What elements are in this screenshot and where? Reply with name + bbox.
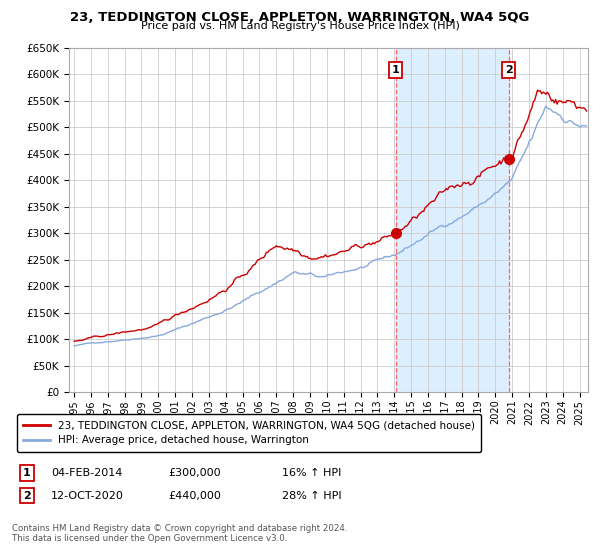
Bar [396,48,509,392]
Text: 1: 1 [23,468,31,478]
Text: £300,000: £300,000 [168,468,221,478]
Text: 12-OCT-2020: 12-OCT-2020 [51,491,124,501]
Text: Price paid vs. HM Land Registry's House Price Index (HPI): Price paid vs. HM Land Registry's House … [140,21,460,31]
Text: 2: 2 [23,491,31,501]
Legend: 23, TEDDINGTON CLOSE, APPLETON, WARRINGTON, WA4 5QG (detached house), HPI: Avera: 23, TEDDINGTON CLOSE, APPLETON, WARRINGT… [17,414,481,452]
Text: £440,000: £440,000 [168,491,221,501]
Text: 2: 2 [505,65,512,75]
Text: 16% ↑ HPI: 16% ↑ HPI [282,468,341,478]
Text: 04-FEB-2014: 04-FEB-2014 [51,468,122,478]
Text: 23, TEDDINGTON CLOSE, APPLETON, WARRINGTON, WA4 5QG: 23, TEDDINGTON CLOSE, APPLETON, WARRINGT… [70,11,530,24]
Text: 1: 1 [392,65,400,75]
Text: Contains HM Land Registry data © Crown copyright and database right 2024.
This d: Contains HM Land Registry data © Crown c… [12,524,347,543]
Text: 28% ↑ HPI: 28% ↑ HPI [282,491,341,501]
